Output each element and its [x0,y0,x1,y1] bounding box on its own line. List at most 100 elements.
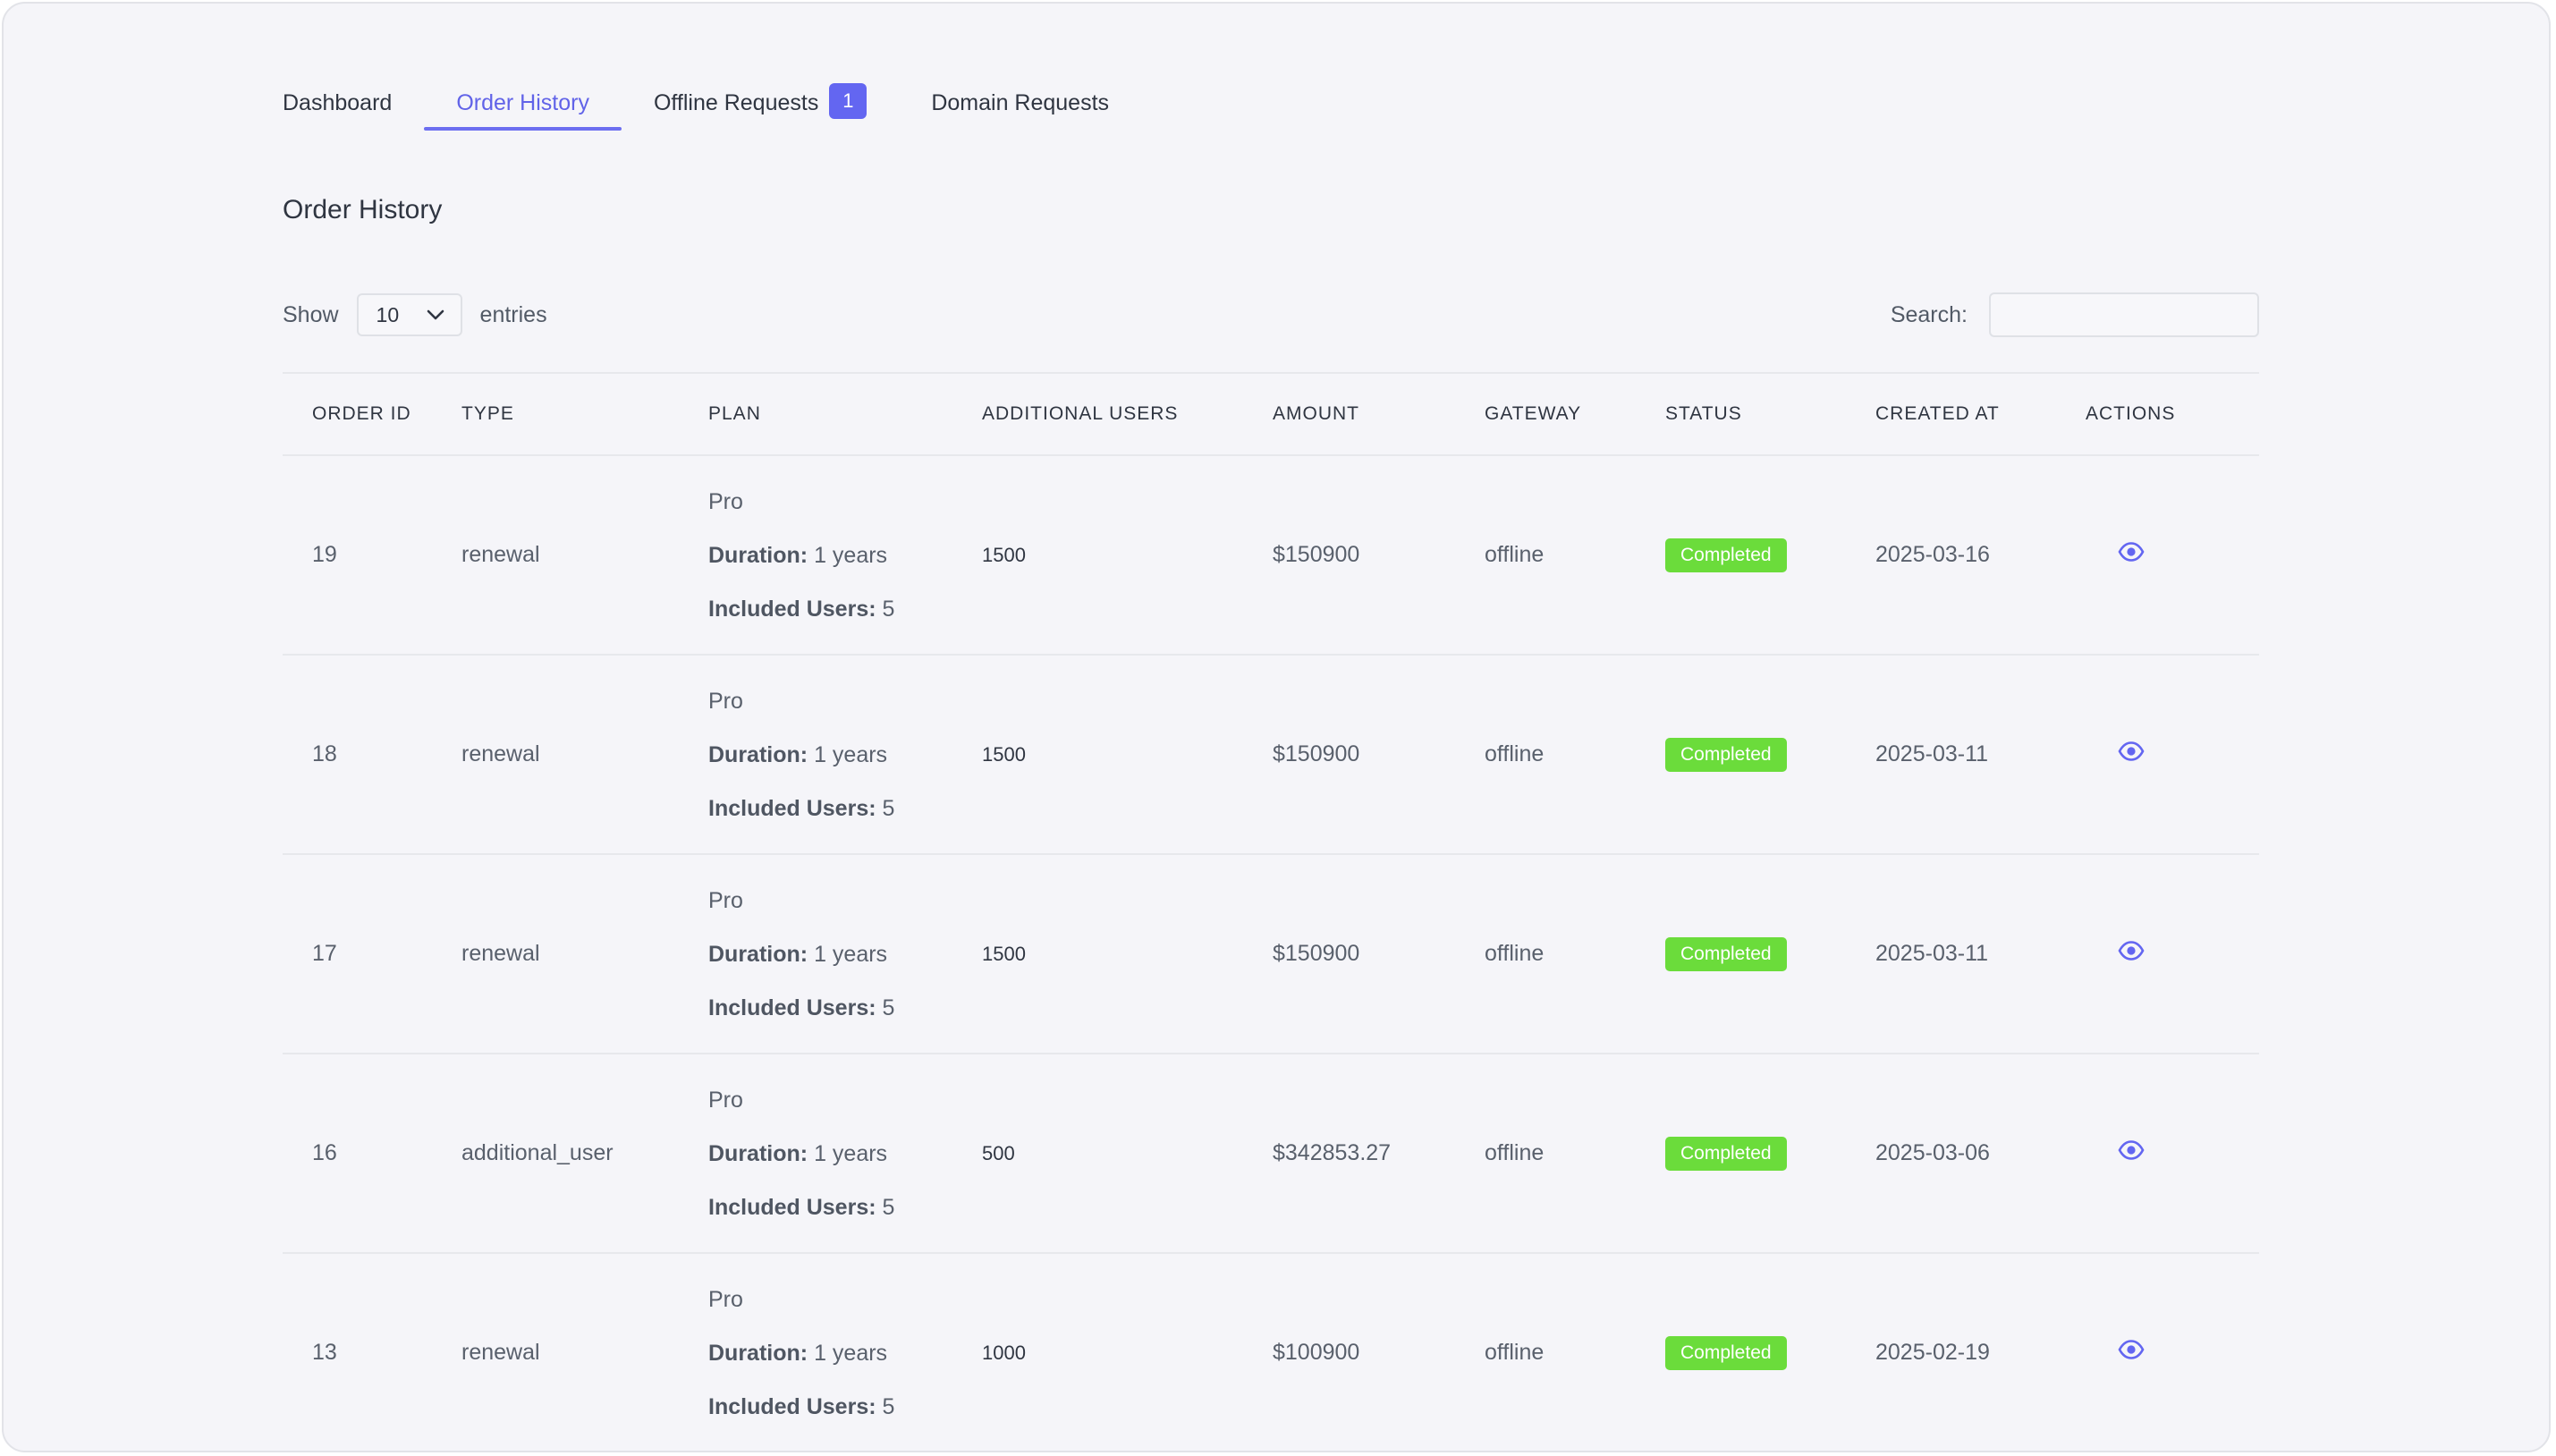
column-header[interactable]: ACTIONS [2086,372,2259,456]
column-header[interactable]: ORDER ID [283,372,461,456]
additional-users: 1500 [982,655,1273,855]
included-label: Included Users: [708,1194,876,1220]
order-type: renewal [461,655,708,855]
tab-bar: Dashboard Order History Offline Requests… [283,75,1141,131]
tab-label: Offline Requests [653,90,819,115]
entries-value: 10 [376,302,400,326]
page-title: Order History [283,195,443,224]
table-row: 13 renewal Pro Duration: 1 years Include… [283,1253,2259,1451]
order-amount: $150900 [1273,455,1485,656]
column-header[interactable]: STATUS [1665,372,1875,456]
duration-value: 1 years [814,542,888,568]
tab-dashboard[interactable]: Dashboard [283,75,424,131]
included-value: 5 [882,995,895,1020]
order-created-at: 2025-03-16 [1875,455,2086,656]
search-control: Search: [1891,292,2259,338]
order-actions [2086,455,2259,656]
eye-icon[interactable] [2118,1140,2145,1160]
duration-value: 1 years [814,741,888,767]
tab-label: Order History [456,90,589,115]
order-actions [2086,854,2259,1054]
included-label: Included Users: [708,1393,876,1419]
included-value: 5 [882,795,895,821]
status-badge: Completed [1665,936,1787,971]
order-id: 17 [283,854,461,1054]
tab-offline-requests[interactable]: Offline Requests 1 [622,75,899,131]
order-created-at: 2025-03-11 [1875,655,2086,855]
eye-icon[interactable] [2118,941,2145,961]
order-type: renewal [461,455,708,656]
order-status: Completed [1665,1054,1875,1254]
order-id: 19 [283,455,461,656]
table-row: 16 additional_user Pro Duration: 1 years… [283,1054,2259,1254]
status-badge: Completed [1665,1136,1787,1171]
entries-control: Show 10 entries [283,292,547,338]
search-label: Search: [1890,301,1968,327]
duration-label: Duration: [708,741,808,767]
eye-icon[interactable] [2118,1340,2145,1359]
entries-label: entries [479,301,547,327]
duration-value: 1 years [814,1140,888,1166]
order-gateway: offline [1485,854,1665,1054]
status-badge: Completed [1665,538,1787,572]
eye-icon[interactable] [2118,741,2145,761]
order-amount: $150900 [1273,854,1485,1054]
order-gateway: offline [1485,455,1665,656]
plan-name: Pro [708,688,743,714]
column-header[interactable]: GATEWAY [1485,372,1665,456]
duration-label: Duration: [708,941,808,967]
plan-included-users: Included Users: 5 [708,782,982,835]
tab-label: Domain Requests [931,90,1110,115]
plan-name: Pro [708,1286,743,1312]
order-gateway: offline [1485,655,1665,855]
order-type: renewal [461,854,708,1054]
duration-value: 1 years [814,941,888,967]
order-plan: Pro Duration: 1 years Included Users: 5 [708,655,982,855]
order-plan: Pro Duration: 1 years Included Users: 5 [708,1253,982,1451]
plan-included-users: Included Users: 5 [708,981,982,1035]
column-header[interactable]: AMOUNT [1273,372,1485,456]
tab-label: Dashboard [283,90,393,115]
additional-users: 1000 [982,1253,1273,1451]
included-value: 5 [882,596,895,622]
status-badge: Completed [1665,737,1787,772]
tab-domain-requests[interactable]: Domain Requests [899,75,1141,131]
plan-name: Pro [708,1087,743,1113]
order-amount: $342853.27 [1273,1054,1485,1254]
search-input[interactable] [1989,292,2259,337]
order-plan: Pro Duration: 1 years Included Users: 5 [708,854,982,1054]
tab-order-history[interactable]: Order History [424,75,622,131]
plan-duration: Duration: 1 years [708,1127,982,1181]
order-id: 18 [283,655,461,855]
order-status: Completed [1665,655,1875,855]
plan-duration: Duration: 1 years [708,529,982,582]
entries-select[interactable]: 10 [356,293,462,336]
order-id: 16 [283,1054,461,1254]
order-plan: Pro Duration: 1 years Included Users: 5 [708,1054,982,1254]
additional-users: 1500 [982,455,1273,656]
orders-table: ORDER ID TYPE PLAN ADDITIONAL USERS AMOU… [283,372,2259,1451]
show-label: Show [283,301,339,327]
table-row: 18 renewal Pro Duration: 1 years Include… [283,655,2259,855]
included-label: Included Users: [708,995,876,1020]
plan-included-users: Included Users: 5 [708,1181,982,1234]
duration-value: 1 years [814,1340,888,1366]
column-header[interactable]: CREATED AT [1875,372,2086,456]
order-actions [2086,655,2259,855]
order-created-at: 2025-03-06 [1875,1054,2086,1254]
column-header[interactable]: PLAN [708,372,982,456]
eye-icon[interactable] [2118,542,2145,562]
column-header[interactable]: TYPE [461,372,708,456]
order-plan: Pro Duration: 1 years Included Users: 5 [708,455,982,656]
orders-table-wrap: ORDER ID TYPE PLAN ADDITIONAL USERS AMOU… [283,372,2259,1451]
chevron-down-icon [427,309,444,320]
included-label: Included Users: [708,795,876,821]
status-badge: Completed [1665,1335,1787,1370]
order-actions [2086,1253,2259,1451]
plan-name: Pro [708,887,743,913]
included-label: Included Users: [708,596,876,622]
order-type: renewal [461,1253,708,1451]
order-created-at: 2025-02-19 [1875,1253,2086,1451]
column-header[interactable]: ADDITIONAL USERS [982,372,1273,456]
